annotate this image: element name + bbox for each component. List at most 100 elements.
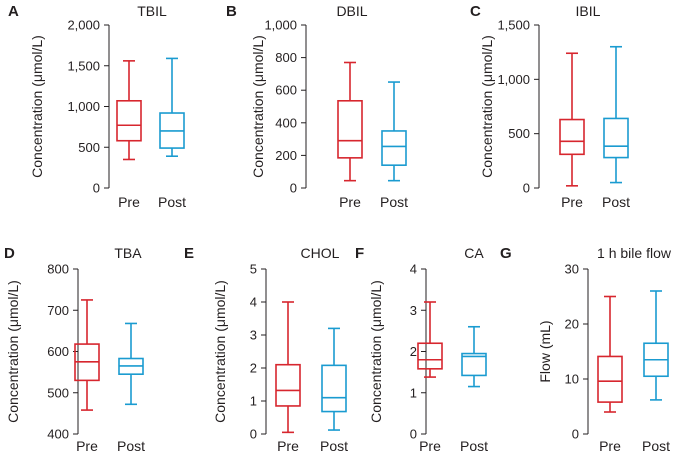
category-label: Post	[380, 194, 408, 210]
y-tick-label: 5	[250, 262, 257, 277]
iqr-box	[559, 118, 585, 156]
panel-title: CHOL	[301, 245, 340, 261]
panel-title: CA	[464, 245, 484, 261]
box-pre	[116, 60, 142, 161]
iqr-box	[275, 363, 301, 407]
panel-letter: G	[500, 245, 512, 262]
category-label: Pre	[561, 194, 583, 210]
iqr-box	[461, 352, 487, 377]
panel-a: A TBIL 0 500 1,000 1,500 2,000 Concentration (μ…	[8, 3, 186, 210]
y-tick-label: 200	[275, 148, 297, 163]
category-label: Post	[117, 438, 145, 454]
panel-g: G 1 h bile flow 0 10 20 30 Flow (mL) Pre Post	[500, 245, 672, 454]
y-tick-label: 4	[410, 262, 417, 277]
y-tick-label: 0	[93, 181, 100, 196]
panel-letter: C	[470, 3, 481, 20]
y-tick-label: 1,500	[497, 18, 530, 33]
y-tick-label: 2	[410, 344, 417, 359]
panel-title: IBIL	[576, 3, 601, 19]
y-tick-label: 0	[250, 427, 257, 442]
box-post	[118, 322, 144, 406]
iqr-box	[381, 130, 407, 166]
box-post	[321, 327, 347, 431]
y-tick-label: 600	[275, 83, 297, 98]
panel-letter: F	[355, 245, 364, 262]
y-axis-label: Concentration (μmol/L)	[5, 280, 21, 423]
box-pre	[74, 299, 100, 411]
y-tick-label: 800	[47, 262, 69, 277]
y-tick-label: 400	[47, 427, 69, 442]
iqr-box	[116, 99, 142, 142]
y-tick-label: 800	[275, 50, 297, 65]
box-post	[381, 81, 407, 182]
category-label: Post	[158, 194, 186, 210]
y-tick-label: 1,000	[264, 18, 297, 33]
y-tick-label: 1,000	[67, 99, 100, 114]
y-tick-label: 0	[572, 427, 579, 442]
box-post	[643, 290, 669, 401]
y-tick-label: 1	[410, 385, 417, 400]
category-label: Pre	[599, 438, 621, 454]
panel-letter: A	[8, 3, 19, 20]
y-tick-label: 0	[523, 181, 530, 196]
category-label: Pre	[76, 438, 98, 454]
iqr-box	[321, 364, 347, 413]
y-axis-label: Concentration (μmol/L)	[479, 35, 495, 178]
panel-letter: E	[184, 245, 194, 262]
panel-title: TBA	[114, 245, 142, 261]
box-post	[159, 57, 185, 158]
panel-title: 1 h bile flow	[597, 245, 672, 261]
box-post	[603, 45, 629, 184]
y-tick-label: 3	[250, 328, 257, 343]
y-tick-label: 2,000	[67, 18, 100, 33]
y-tick-label: 500	[78, 140, 100, 155]
y-axis-label: Concentration (μmol/L)	[29, 35, 45, 178]
iqr-box	[603, 117, 629, 159]
category-label: Pre	[277, 438, 299, 454]
category-label: Pre	[339, 194, 361, 210]
category-label: Post	[320, 438, 348, 454]
y-axis-label: Concentration (μmol/L)	[212, 280, 228, 423]
y-tick-label: 10	[565, 372, 579, 387]
panel-letter: D	[4, 245, 15, 262]
y-tick-label: 1,500	[67, 58, 100, 73]
y-tick-label: 20	[565, 317, 579, 332]
y-tick-label: 700	[47, 303, 69, 318]
panel-title: TBIL	[137, 3, 167, 19]
y-tick-label: 400	[275, 115, 297, 130]
box-pre	[275, 301, 301, 434]
iqr-box	[337, 99, 363, 159]
iqr-box	[597, 355, 623, 403]
y-tick-label: 30	[565, 262, 579, 277]
category-label: Post	[642, 438, 670, 454]
panel-title: DBIL	[336, 3, 367, 19]
y-tick-label: 1	[250, 394, 257, 409]
y-tick-label: 0	[290, 181, 297, 196]
y-tick-label: 1,000	[497, 72, 530, 87]
panel-d: D TBA 400 500 600 700 800 Concentration (μmol/L…	[4, 245, 145, 454]
y-tick-label: 3	[410, 303, 417, 318]
category-label: Pre	[118, 194, 140, 210]
y-tick-label: 500	[47, 385, 69, 400]
category-label: Post	[460, 438, 488, 454]
panel-b: B DBIL 0 200 400 600 800 1,000 Concentration (μm…	[226, 3, 408, 210]
panel-letter: B	[226, 3, 237, 20]
panel-e: E CHOL 0 1 2 3 4 5 Concentration (μmol/L) Pre Post	[184, 245, 348, 454]
box-pre	[559, 52, 585, 187]
y-tick-label: 600	[47, 344, 69, 359]
iqr-box	[417, 342, 443, 370]
y-tick-label: 2	[250, 361, 257, 376]
box-pre	[417, 301, 443, 378]
y-axis-label: Concentration (μmol/L)	[368, 280, 384, 423]
y-tick-label: 4	[250, 295, 257, 310]
box-post	[461, 325, 487, 388]
panel-f: F CA 0 1 2 3 4 Concentration (μmol/L) Pre Post	[355, 245, 488, 454]
box-pre	[337, 61, 363, 182]
y-axis-label: Concentration (μmol/L)	[250, 35, 266, 178]
y-tick-label: 500	[508, 126, 530, 141]
box-pre	[597, 295, 623, 413]
y-axis-label: Flow (mL)	[537, 320, 553, 382]
y-tick-label: 0	[410, 427, 417, 442]
